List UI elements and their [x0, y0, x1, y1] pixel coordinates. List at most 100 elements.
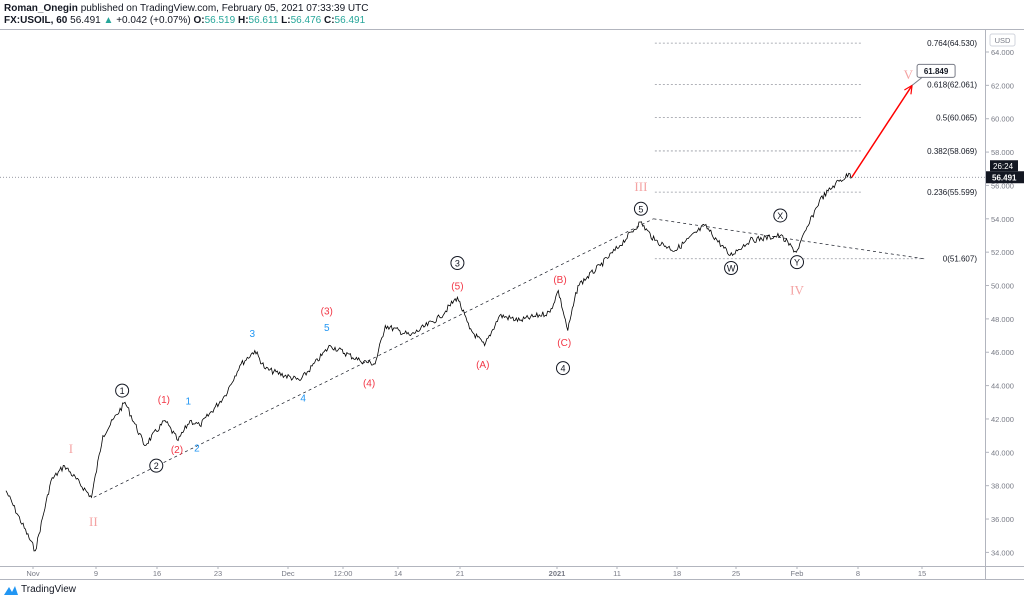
- x-tick-label: 21: [456, 569, 464, 578]
- y-tick-label: 56.000: [991, 181, 1014, 190]
- x-tick-label: 2021: [549, 569, 566, 578]
- wave-label-roman: II: [89, 514, 98, 529]
- symbol-legend: FX:USOIL, 60 56.491 ▲ +0.042 (+0.07%) O:…: [4, 15, 365, 26]
- wave-labels: IIIIIIIVV12345WXY(1)(2)(3)(4)(5)(A)(B)(C…: [69, 67, 914, 529]
- current-price-badge: [986, 171, 1024, 184]
- x-tick-label: 8: [856, 569, 860, 578]
- wave-label-roman: V: [904, 67, 914, 82]
- high-label: H:: [237, 15, 249, 26]
- callout-pointer: [911, 76, 923, 86]
- fib-level-label: 0(51.607): [943, 255, 978, 264]
- wave-label-minor: 5: [324, 323, 330, 334]
- wave-label-paren: (4): [363, 378, 375, 389]
- wave-label-minor: 3: [249, 329, 255, 340]
- wave-label-minor: 2: [194, 443, 200, 454]
- brand-name: TradingView: [21, 584, 77, 595]
- wave-label-paren: (3): [321, 307, 333, 318]
- wave-label-circled: W: [727, 264, 736, 274]
- dashed-trendline[interactable]: [93, 218, 654, 498]
- wave-label-circled: 1: [120, 386, 125, 396]
- open-value: 56.519: [204, 15, 236, 26]
- wave-label-minor: 1: [185, 397, 191, 408]
- price-change: +0.042 (+0.07%): [116, 15, 191, 26]
- projection-price-callout[interactable]: [916, 63, 956, 78]
- y-tick-label: 34.000: [991, 548, 1014, 557]
- y-tick-label: 54.000: [991, 215, 1014, 224]
- x-tick-label: 12:00: [334, 569, 353, 578]
- wave-label-circled: X: [777, 211, 783, 221]
- current-price-label: 56.491: [992, 173, 1017, 182]
- x-tick-label: 25: [732, 569, 740, 578]
- fib-level-label: 0.236(55.599): [927, 188, 977, 197]
- wave-label-roman: IV: [790, 282, 804, 297]
- wave-label-paren: (A): [476, 360, 489, 371]
- projection[interactable]: 61.849: [851, 63, 956, 178]
- x-tick-label: 14: [394, 569, 402, 578]
- price-axis[interactable]: USD 34.000 36.000 38.000 40.000 42.000 44.000 4…: [985, 33, 1024, 557]
- tradingview-logo-icon: [4, 585, 18, 595]
- symbol-label: FX:USOIL, 60: [4, 15, 68, 26]
- time-axis[interactable]: Nov 9 16 23 Dec 12:00 14 21 2021 11 18 25 Feb 8 15: [26, 566, 926, 578]
- x-tick-label: 23: [214, 569, 222, 578]
- wave-label-paren: (5): [451, 282, 463, 293]
- wave-label-circled: Y: [794, 258, 800, 268]
- wave-label-minor: 4: [300, 393, 306, 404]
- wave-label-circled: 4: [560, 364, 565, 374]
- wave-circle-marker: [115, 383, 130, 398]
- dashed-trendline[interactable]: [653, 218, 925, 260]
- fib-level-label: 0.764(64.530): [927, 39, 977, 48]
- wave-label-circled: 2: [154, 461, 159, 471]
- projection-arrow-line[interactable]: [851, 84, 913, 178]
- y-tick-label: 38.000: [991, 482, 1014, 491]
- y-tick-label: 46.000: [991, 348, 1014, 357]
- currency-label: USD: [995, 36, 1011, 45]
- x-tick-label: Nov: [26, 569, 40, 578]
- wave-label-paren: (1): [158, 395, 170, 406]
- wave-label-roman: I: [69, 441, 73, 456]
- wave-circle-marker: [724, 261, 739, 276]
- y-tick-label: 42.000: [991, 415, 1014, 424]
- trendlines[interactable]: [0, 176, 985, 498]
- x-tick-label: 16: [153, 569, 161, 578]
- y-tick-label: 52.000: [991, 248, 1014, 257]
- projection-arrow-head-icon: [904, 84, 913, 95]
- wave-circle-marker: [149, 458, 164, 473]
- wave-circle-marker: [773, 208, 788, 223]
- wave-circle-marker: [450, 256, 465, 271]
- y-tick-label: 40.000: [991, 448, 1014, 457]
- currency-badge[interactable]: [989, 33, 1016, 47]
- fib-level-label: 0.382(58.069): [927, 147, 977, 156]
- last-price: 56.491: [70, 15, 101, 26]
- published-text: published on TradingView.com, February 0…: [80, 3, 369, 14]
- author-name[interactable]: Roman_Onegin: [4, 3, 78, 14]
- wave-label-paren: (2): [171, 445, 183, 456]
- x-tick-label: 15: [918, 569, 926, 578]
- price-series: [5, 172, 853, 552]
- fib-level-label: 0.5(60.065): [936, 114, 977, 123]
- up-triangle-icon: ▲: [103, 15, 114, 26]
- wave-circle-marker: [633, 201, 648, 216]
- high-value: 56.611: [248, 15, 279, 26]
- wave-label-circled: 3: [455, 259, 460, 269]
- fib-level-label: 0.618(62.061): [927, 80, 977, 89]
- y-tick-label: 60.000: [991, 115, 1014, 124]
- price-series-line: [5, 172, 853, 552]
- y-tick-label: 58.000: [991, 148, 1014, 157]
- wave-label-roman: III: [634, 179, 647, 194]
- x-tick-label: Dec: [281, 569, 295, 578]
- close-value: 56.491: [334, 15, 366, 26]
- close-label: C:: [323, 15, 335, 26]
- y-tick-label: 36.000: [991, 515, 1014, 524]
- x-tick-label: Feb: [791, 569, 804, 578]
- bar-countdown-badge: [990, 160, 1018, 172]
- wave-label-paren: (B): [553, 275, 566, 286]
- y-tick-label: 62.000: [991, 81, 1014, 90]
- tradingview-logo[interactable]: TradingView: [4, 584, 76, 595]
- wave-label-circled: 5: [638, 204, 643, 214]
- x-tick-label: 9: [94, 569, 98, 578]
- y-tick-label: 48.000: [991, 315, 1014, 324]
- bar-countdown-label: 26:24: [993, 162, 1014, 171]
- fib-extension[interactable]: 0.764(64.530) 0.618(62.061) 0.5(60.065) 0.3…: [654, 39, 978, 264]
- open-label: O:: [193, 15, 205, 26]
